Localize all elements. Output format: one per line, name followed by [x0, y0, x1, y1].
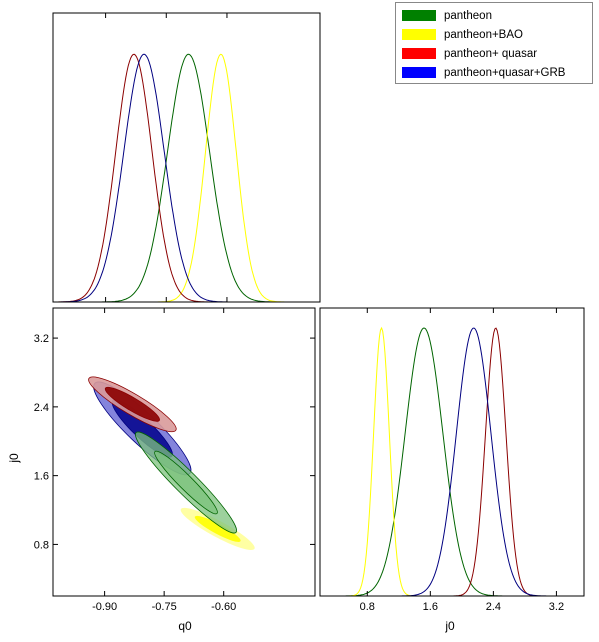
x-tick-label: -0.75: [152, 601, 177, 613]
j0-marginal-curve: [320, 326, 584, 597]
q0-marginal-curve: [53, 53, 320, 303]
confidence-contour: [104, 386, 160, 422]
j0-marginal-curve: [320, 327, 584, 597]
legend-swatch: [402, 67, 436, 78]
legend-item: pantheon+ quasar: [402, 44, 592, 63]
panel-frame: [52, 12, 321, 303]
q0-marginal-curve: [53, 53, 320, 303]
confidence-contour: [194, 515, 241, 542]
x-tick-label: -0.90: [92, 601, 117, 613]
q0-j0-contour-panel: -0.90 -0.75 -0.60 0.8 1.6 2.4 3.2: [34, 307, 316, 613]
j0-marginal-curve: [320, 327, 584, 597]
confidence-contour: [154, 450, 218, 515]
legend-item: pantheon: [402, 6, 592, 25]
legend-swatch: [402, 29, 436, 40]
legend-label: pantheon+ quasar: [444, 47, 538, 60]
x-tick-label: -0.60: [211, 601, 236, 613]
panel-frame: [52, 307, 316, 597]
y-axis-label-j0: j0: [7, 453, 21, 464]
legend-swatch: [402, 10, 436, 21]
x-tick-label: 2.4: [486, 601, 501, 613]
x-axis-label-j0: j0: [444, 619, 455, 633]
q0-marginal-panel: [52, 12, 321, 303]
j0-marginal-panel: 0.8 1.6 2.4 3.2: [319, 307, 585, 613]
y-tick-label: 1.6: [34, 471, 49, 483]
x-tick-label: 0.8: [360, 601, 375, 613]
panel-frame: [319, 307, 585, 597]
y-tick-label: 2.4: [34, 402, 49, 414]
contour-group: [88, 376, 255, 550]
y-tick-label: 3.2: [34, 333, 49, 345]
legend-label: pantheon+BAO: [444, 28, 523, 41]
q0-marginal-curve: [53, 53, 320, 303]
legend: pantheon pantheon+BAO pantheon+ quasar p…: [395, 2, 593, 84]
j0-marginal-curve: [320, 327, 584, 597]
legend-swatch: [402, 48, 436, 59]
x-axis-label-q0: q0: [178, 619, 192, 633]
legend-item: pantheon+quasar+GRB: [402, 63, 592, 82]
legend-item: pantheon+BAO: [402, 25, 592, 44]
legend-label: pantheon: [444, 9, 492, 22]
y-tick-label: 0.8: [34, 539, 49, 551]
x-tick-label: 1.6: [423, 601, 438, 613]
q0-marginal-curve: [53, 53, 320, 303]
x-tick-label: 3.2: [549, 601, 564, 613]
legend-label: pantheon+quasar+GRB: [444, 66, 566, 79]
